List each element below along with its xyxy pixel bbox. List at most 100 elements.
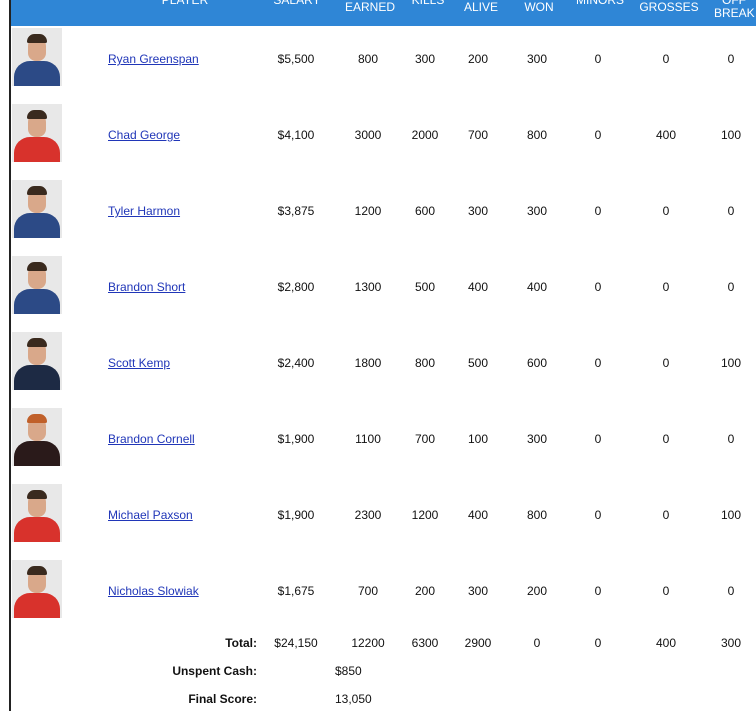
face bbox=[28, 37, 46, 61]
stat-cell: 0 bbox=[727, 52, 735, 66]
column-header: OFF BREAK bbox=[714, 0, 755, 20]
table-header: PLAYER SALARY EARNED KILLS ALIVE WON MINORS GRO… bbox=[11, 0, 756, 26]
player-name-link[interactable]: Tyler Harmon bbox=[108, 204, 181, 218]
stat-cell: 3000 bbox=[354, 128, 382, 142]
stat-cell: 0 bbox=[727, 204, 735, 218]
player-name-link[interactable]: Nicholas Slowiak bbox=[108, 584, 199, 598]
stat-cell: 100 bbox=[467, 432, 489, 446]
stat-cell: 100 bbox=[720, 356, 742, 370]
total-label: Total: bbox=[225, 636, 257, 650]
jersey bbox=[14, 213, 60, 238]
jersey bbox=[14, 593, 60, 618]
stat-cell: 400 bbox=[526, 280, 548, 294]
stat-cell: 200 bbox=[414, 584, 436, 598]
jersey bbox=[14, 365, 60, 390]
stat-cell: $1,900 bbox=[277, 508, 315, 522]
stat-cell: 0 bbox=[727, 280, 735, 294]
unspent-label: Unspent Cash: bbox=[172, 664, 257, 678]
player-name-link[interactable]: Brandon Cornell bbox=[108, 432, 195, 446]
player-photo bbox=[12, 408, 62, 466]
jersey bbox=[14, 289, 60, 314]
stat-cell: 2300 bbox=[354, 508, 382, 522]
column-header: MINORS bbox=[576, 0, 624, 7]
face bbox=[28, 417, 46, 441]
stat-cell: 0 bbox=[727, 432, 735, 446]
hair bbox=[27, 186, 47, 195]
stat-cell: 300 bbox=[526, 432, 548, 446]
stat-cell: 200 bbox=[467, 52, 489, 66]
jersey bbox=[14, 517, 60, 542]
stat-cell: 800 bbox=[526, 128, 548, 142]
final-label: Final Score: bbox=[188, 692, 257, 706]
player-name-link[interactable]: Michael Paxson bbox=[108, 508, 193, 522]
stat-cell: 1300 bbox=[354, 280, 382, 294]
stat-cell: $1,900 bbox=[277, 432, 315, 446]
total-cell: 0 bbox=[533, 636, 541, 650]
stat-cell: $5,500 bbox=[277, 52, 315, 66]
stat-cell: 600 bbox=[526, 356, 548, 370]
player-photo bbox=[12, 256, 62, 314]
player-photo bbox=[12, 180, 62, 238]
face bbox=[28, 341, 46, 365]
player-name-link[interactable]: Ryan Greenspan bbox=[108, 52, 199, 66]
stat-cell: 300 bbox=[414, 52, 436, 66]
player-name-link[interactable]: Chad George bbox=[108, 128, 181, 142]
player-photo bbox=[12, 28, 62, 86]
player-name-link[interactable]: Scott Kemp bbox=[108, 356, 171, 370]
stat-cell: 0 bbox=[662, 204, 670, 218]
face bbox=[28, 569, 46, 593]
stat-cell: 300 bbox=[467, 204, 489, 218]
jersey bbox=[14, 137, 60, 162]
player-name-link[interactable]: Brandon Short bbox=[108, 280, 186, 294]
stat-cell: 100 bbox=[720, 128, 742, 142]
stat-cell: 800 bbox=[414, 356, 436, 370]
stat-cell: 2000 bbox=[411, 128, 439, 142]
stat-cell: 300 bbox=[526, 204, 548, 218]
stat-cell: 0 bbox=[594, 356, 602, 370]
stat-cell: 800 bbox=[357, 52, 379, 66]
face bbox=[28, 493, 46, 517]
stat-cell: 0 bbox=[594, 584, 602, 598]
stat-cell: 400 bbox=[467, 508, 489, 522]
stat-cell: $4,100 bbox=[277, 128, 315, 142]
stat-cell: 0 bbox=[594, 204, 602, 218]
column-header: EARNED bbox=[344, 0, 395, 14]
stat-cell: 100 bbox=[720, 508, 742, 522]
total-cell: 2900 bbox=[464, 636, 492, 650]
jersey bbox=[14, 441, 60, 466]
unspent-value: $850 bbox=[335, 664, 362, 678]
left-border bbox=[9, 0, 11, 711]
total-cell: 12200 bbox=[351, 636, 385, 650]
total-cell: $24,150 bbox=[274, 636, 318, 650]
face bbox=[28, 189, 46, 213]
stat-cell: 0 bbox=[594, 508, 602, 522]
stat-cell: $2,400 bbox=[277, 356, 315, 370]
total-cell: 400 bbox=[655, 636, 677, 650]
stat-cell: $1,675 bbox=[277, 584, 315, 598]
hair bbox=[27, 414, 47, 423]
column-header: GROSSES bbox=[639, 0, 699, 14]
stat-cell: 700 bbox=[414, 432, 436, 446]
stat-cell: 0 bbox=[662, 356, 670, 370]
stat-cell: 0 bbox=[594, 432, 602, 446]
hair bbox=[27, 110, 47, 119]
total-cell: 6300 bbox=[411, 636, 439, 650]
stat-cell: $2,800 bbox=[277, 280, 315, 294]
column-header: PLAYER bbox=[161, 0, 209, 7]
player-photo bbox=[12, 104, 62, 162]
stat-cell: 200 bbox=[526, 584, 548, 598]
face bbox=[28, 113, 46, 137]
hair bbox=[27, 338, 47, 347]
stat-cell: 0 bbox=[662, 432, 670, 446]
player-photo bbox=[12, 332, 62, 390]
stat-cell: 300 bbox=[467, 584, 489, 598]
stat-cell: 0 bbox=[662, 508, 670, 522]
stat-cell: 0 bbox=[594, 128, 602, 142]
player-photo bbox=[12, 484, 62, 542]
total-cell: 0 bbox=[594, 636, 602, 650]
stat-cell: 0 bbox=[727, 584, 735, 598]
jersey bbox=[14, 61, 60, 86]
stat-cell: 500 bbox=[414, 280, 436, 294]
hair bbox=[27, 34, 47, 43]
